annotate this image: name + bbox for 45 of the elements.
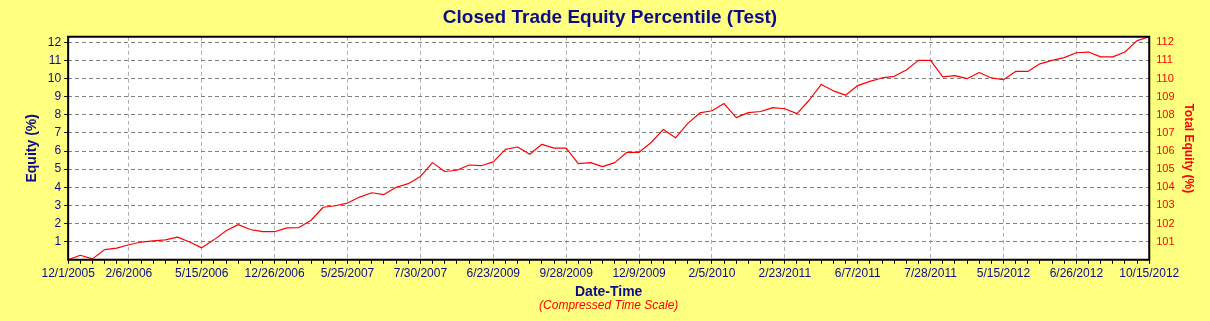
y2-tick-label: 107 [1156, 125, 1175, 138]
y2-tick-label: 112 [1156, 35, 1174, 48]
y-tick-label: 5 [54, 161, 62, 176]
y2-tick-label: 108 [1156, 107, 1175, 120]
y-axis-title: Equity (%) [23, 114, 40, 183]
x-tick-label: 10/15/2012 [1119, 266, 1180, 281]
x-tick-label: 12/1/2005 [41, 266, 96, 281]
y-tick-label: 4 [54, 179, 62, 194]
x-tick-label: 2/5/2010 [688, 266, 736, 281]
y2-tick-label: 109 [1156, 89, 1175, 102]
chart-title: Closed Trade Equity Percentile (Test) [442, 5, 778, 27]
y2-tick-label: 102 [1156, 216, 1175, 229]
y2-tick-label: 106 [1156, 144, 1175, 157]
x-tick-label: 9/28/2009 [539, 266, 594, 281]
y-tick-label: 12 [47, 34, 62, 49]
y-tick-label: 3 [54, 197, 62, 212]
x-tick-label: 5/15/2006 [175, 266, 229, 281]
y-tick-label: 10 [47, 70, 62, 85]
x-tick-label: 6/23/2009 [466, 266, 521, 281]
y-tick-label: 2 [54, 215, 62, 230]
y-tick-label: 9 [54, 88, 62, 103]
x-tick-label: 5/25/2007 [320, 266, 375, 281]
x-tick-label: 12/26/2006 [244, 266, 305, 281]
x-tick-label: 6/26/2012 [1049, 266, 1104, 281]
y-tick-label: 8 [54, 107, 62, 122]
y2-axis-title: Total Equity (%) [1182, 103, 1197, 194]
y-tick-label: 1 [54, 233, 62, 248]
x-tick-label: 7/30/2007 [393, 266, 448, 281]
x-tick-label: 12/9/2009 [612, 266, 667, 281]
y2-tick-label: 110 [1156, 71, 1174, 84]
x-tick-label: 7/28/2011 [904, 266, 958, 281]
y2-tick-label: 105 [1156, 162, 1175, 175]
x-tick-label: 6/7/2011 [834, 266, 881, 281]
y-tick-label: 6 [54, 143, 62, 158]
y-tick-label: 11 [48, 52, 62, 67]
text: (Compressed Time Scale) [539, 298, 679, 312]
y-tick-label: 7 [54, 125, 62, 140]
y2-tick-label: 111 [1156, 53, 1173, 66]
x-tick-label: 2/23/2011 [758, 266, 812, 281]
x-axis-title: Date-Time [574, 283, 643, 300]
y2-tick-label: 103 [1156, 198, 1175, 211]
x-tick-label: 5/15/2012 [976, 266, 1031, 281]
y2-tick-label: 101 [1156, 234, 1175, 247]
x-tick-label: 2/6/2006 [105, 266, 153, 281]
y2-tick-label: 104 [1156, 180, 1175, 193]
